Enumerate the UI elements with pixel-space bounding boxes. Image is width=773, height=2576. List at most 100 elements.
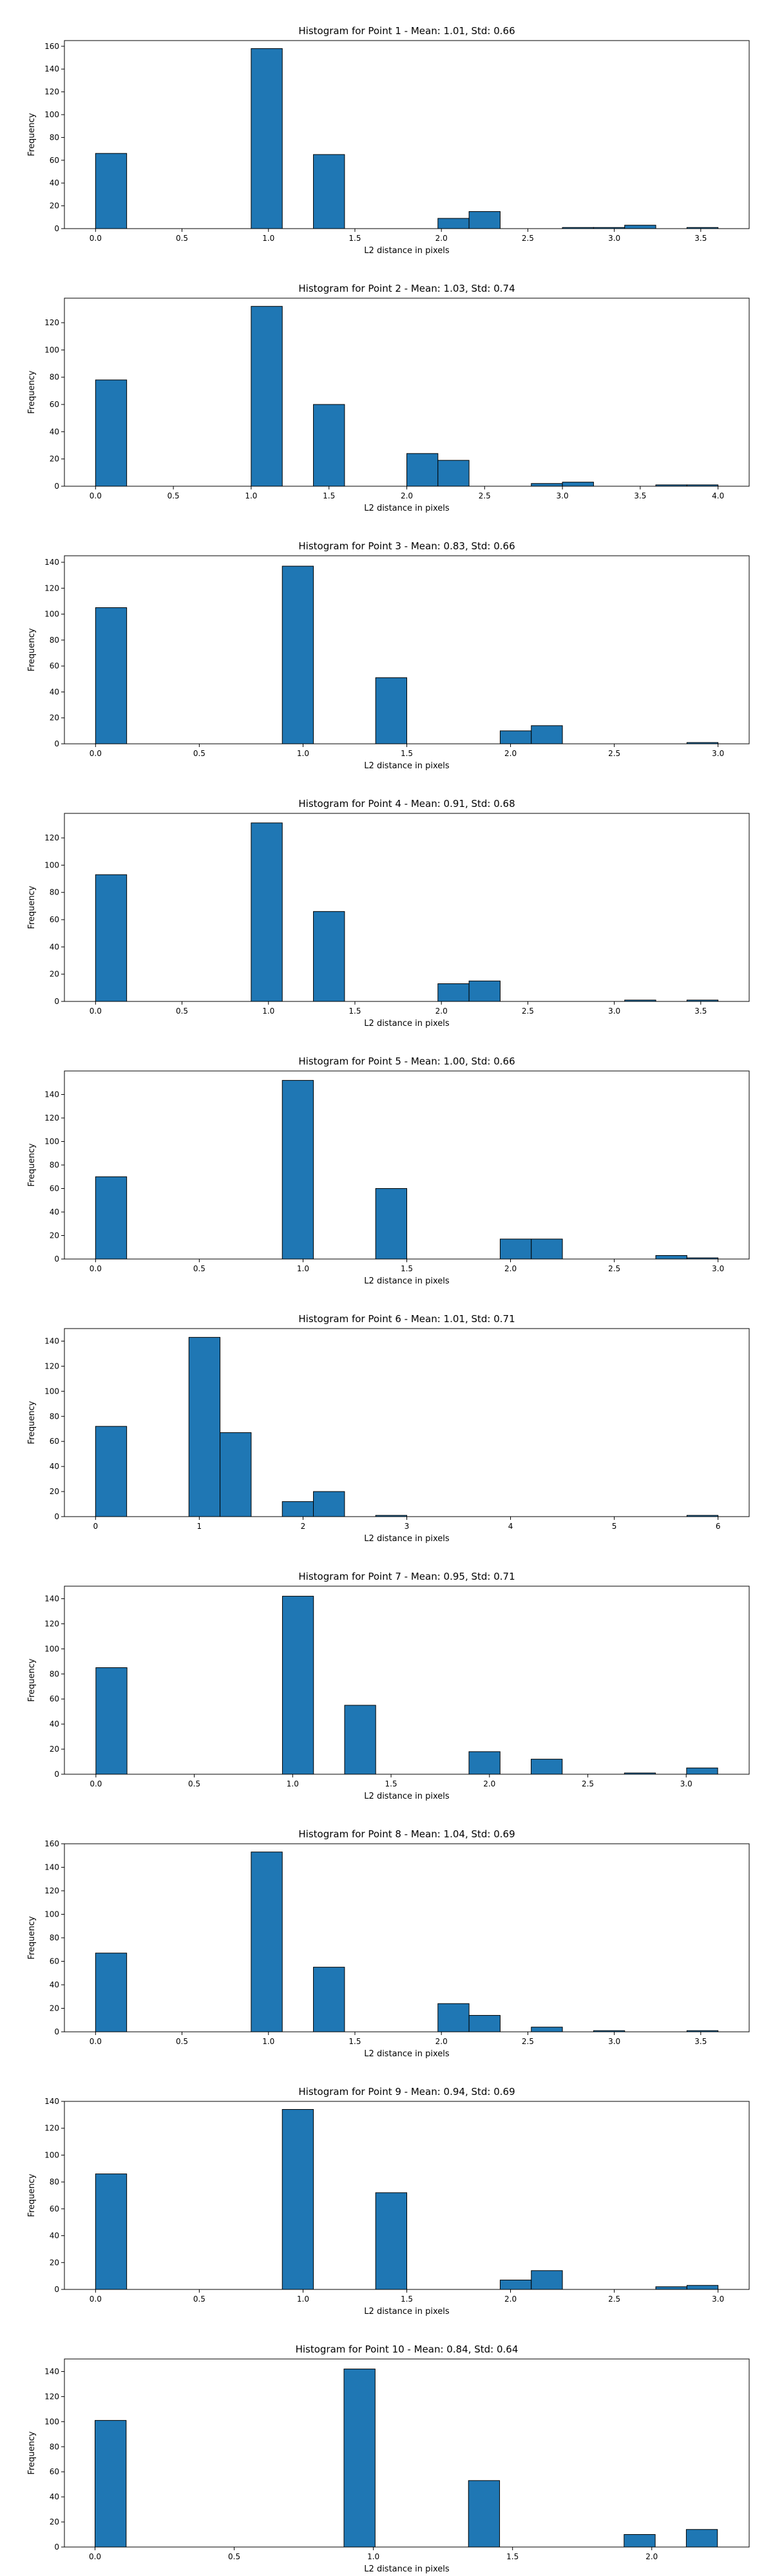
histogram-bar <box>499 1238 532 1260</box>
y-tick-label: 120 <box>44 1113 59 1122</box>
y-tick-label: 120 <box>44 318 59 327</box>
histogram-bar <box>468 980 501 1002</box>
plot-frame <box>64 1328 750 1517</box>
x-tick-label: 0.5 <box>193 749 205 758</box>
bar-group <box>95 565 719 744</box>
histogram-bar <box>95 607 128 744</box>
histogram-chart: Histogram for Point 9 - Mean: 0.94, Std:… <box>27 2086 750 2316</box>
chart-title: Histogram for Point 4 - Mean: 0.91, Std:… <box>298 798 515 810</box>
histogram-bar <box>686 1767 718 1775</box>
x-tick-label: 1.0 <box>297 749 309 758</box>
y-tick-label: 20 <box>50 2517 59 2526</box>
x-tick-label: 2.0 <box>435 1007 448 1016</box>
y-tick-label: 60 <box>50 1437 59 1446</box>
histogram-bar <box>95 1176 128 1260</box>
x-tick-label: 0.5 <box>188 1779 200 1788</box>
bar-group <box>95 1080 719 1260</box>
histogram-bar <box>343 2369 376 2548</box>
x-tick-label: 0.5 <box>228 2552 240 2561</box>
y-tick-label: 80 <box>50 1933 59 1942</box>
x-tick-label: 1.5 <box>506 2552 519 2561</box>
x-tick-label: 1.0 <box>367 2552 379 2561</box>
x-axis-label: L2 distance in pixels <box>364 1019 450 1028</box>
histogram-bar <box>468 2480 501 2548</box>
y-tick-label: 100 <box>44 1387 59 1396</box>
y-tick-label: 140 <box>44 1863 59 1872</box>
histogram-panel: Histogram for Point 6 - Mean: 1.01, Std:… <box>0 1288 773 1546</box>
y-axis-label: Frequency <box>27 1658 37 1701</box>
y-tick-label: 80 <box>50 636 59 645</box>
y-tick-label: 40 <box>50 687 59 696</box>
histogram-panel: Histogram for Point 1 - Mean: 1.01, Std:… <box>0 0 773 258</box>
bar-group <box>95 2369 718 2548</box>
histogram-bar <box>313 911 345 1002</box>
histogram-bar <box>313 1491 345 1517</box>
histogram-panel: Histogram for Point 7 - Mean: 0.95, Std:… <box>0 1546 773 1803</box>
histogram-chart: Histogram for Point 5 - Mean: 1.00, Std:… <box>27 1056 750 1286</box>
y-axis-label: Frequency <box>27 1916 37 1959</box>
y-tick-label: 80 <box>50 373 59 382</box>
y-tick-label: 120 <box>44 88 59 97</box>
x-tick-label: 2.0 <box>401 491 413 500</box>
y-tick-label: 100 <box>44 1644 59 1653</box>
histogram-bar <box>531 1238 563 1260</box>
y-tick-label: 60 <box>50 2467 59 2476</box>
y-tick-label: 40 <box>50 1980 59 1989</box>
x-axis-label: L2 distance in pixels <box>364 1792 450 1801</box>
y-tick-label: 60 <box>50 1694 59 1703</box>
x-tick-label: 1.5 <box>401 749 413 758</box>
x-tick-label: 1.5 <box>348 2037 361 2046</box>
histogram-chart: Histogram for Point 7 - Mean: 0.95, Std:… <box>27 1571 750 1801</box>
histogram-bar <box>251 306 283 487</box>
x-tick-label: 1.0 <box>262 234 274 243</box>
y-tick-label: 20 <box>50 202 59 211</box>
y-tick-label: 100 <box>44 1910 59 1919</box>
histogram-bar <box>531 483 563 487</box>
x-axis-label: L2 distance in pixels <box>364 504 450 513</box>
y-tick-label: 0 <box>54 739 59 748</box>
histogram-bar <box>624 2534 656 2548</box>
y-tick-label: 20 <box>50 2258 59 2267</box>
y-tick-label: 20 <box>50 1231 59 1240</box>
x-tick-label: 0.0 <box>90 1007 102 1016</box>
histogram-chart: Histogram for Point 10 - Mean: 0.84, Std… <box>27 2344 750 2574</box>
x-tick-label: 0.5 <box>176 234 188 243</box>
x-axis-label: L2 distance in pixels <box>364 761 450 771</box>
x-tick-label: 4.0 <box>712 491 724 500</box>
x-tick-label: 0.0 <box>90 1264 102 1273</box>
x-tick-label: 1.5 <box>323 491 335 500</box>
x-tick-label: 0.0 <box>90 234 102 243</box>
histogram-bar <box>375 677 408 744</box>
x-tick-label: 1.5 <box>348 1007 361 1016</box>
y-axis-label: Frequency <box>27 628 37 671</box>
x-tick-label: 2.0 <box>504 2295 517 2304</box>
x-tick-label: 2.5 <box>608 1264 620 1273</box>
x-tick-label: 4 <box>508 1522 513 1531</box>
histogram-bar <box>375 1188 408 1260</box>
y-tick-label: 40 <box>50 178 59 187</box>
histogram-bar <box>95 1953 128 2032</box>
plot-frame <box>64 1586 750 1775</box>
x-tick-label: 1.0 <box>297 2295 309 2304</box>
x-tick-label: 3.0 <box>557 491 569 500</box>
x-tick-label: 3.0 <box>680 1779 692 1788</box>
x-tick-label: 0 <box>93 1522 98 1531</box>
y-tick-label: 0 <box>54 1770 59 1779</box>
y-tick-label: 100 <box>44 345 59 354</box>
x-tick-label: 3.5 <box>694 1007 707 1016</box>
y-tick-label: 40 <box>50 427 59 436</box>
histogram-bar <box>188 1337 221 1517</box>
y-tick-label: 0 <box>54 997 59 1006</box>
y-tick-label: 120 <box>44 2392 59 2401</box>
x-tick-label: 3.5 <box>634 491 646 500</box>
histogram-bar <box>251 822 283 1002</box>
x-tick-label: 2 <box>301 1522 306 1531</box>
plot-frame <box>64 40 750 229</box>
histogram-bar <box>468 2014 501 2032</box>
histogram-chart: Histogram for Point 1 - Mean: 1.01, Std:… <box>27 25 750 256</box>
y-tick-label: 100 <box>44 110 59 119</box>
x-tick-label: 2.0 <box>435 234 448 243</box>
bar-group <box>95 822 719 1002</box>
histogram-bar <box>95 2420 127 2548</box>
y-tick-label: 100 <box>44 610 59 619</box>
